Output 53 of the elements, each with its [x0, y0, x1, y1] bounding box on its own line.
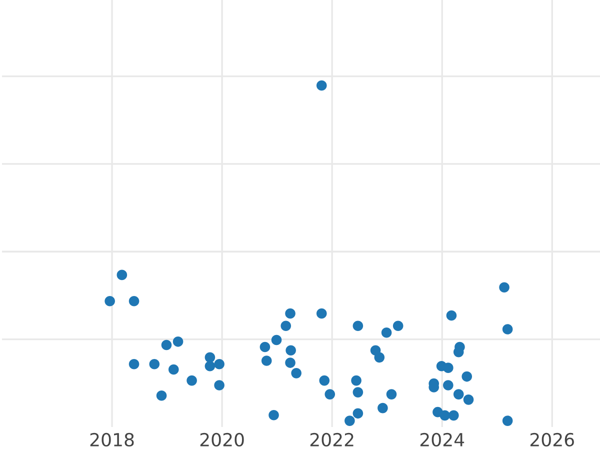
point [261, 356, 272, 366]
point [344, 416, 355, 426]
point [285, 308, 296, 319]
point [291, 368, 302, 378]
point [446, 310, 457, 321]
point [128, 358, 140, 370]
point [168, 364, 179, 375]
point [271, 334, 282, 346]
point [285, 358, 296, 368]
point [502, 416, 513, 426]
point [214, 358, 224, 370]
point [149, 358, 160, 370]
point [260, 342, 270, 352]
point [462, 371, 472, 382]
point [448, 410, 459, 421]
x-tick-label: 2018 [90, 432, 134, 447]
point [443, 362, 454, 373]
point [204, 352, 216, 363]
point [214, 380, 224, 390]
point [316, 308, 327, 319]
point [374, 352, 385, 363]
point [378, 402, 388, 414]
point [286, 345, 296, 356]
point [499, 282, 510, 292]
point [352, 408, 364, 419]
x-tick-label: 2020 [200, 432, 244, 447]
point [280, 320, 292, 332]
point [352, 320, 364, 332]
point [116, 270, 128, 280]
point [161, 340, 172, 350]
point [156, 390, 167, 401]
point [443, 380, 454, 390]
point [386, 389, 397, 400]
point [324, 389, 336, 400]
point [351, 375, 362, 386]
point [104, 296, 115, 306]
point [316, 80, 327, 91]
point [319, 375, 330, 386]
point [128, 296, 140, 306]
x-tick-label: 2022 [310, 432, 354, 447]
point [268, 410, 279, 420]
point [204, 360, 216, 372]
x-tick-label: 2026 [530, 432, 574, 447]
point [381, 327, 392, 338]
point [186, 375, 197, 386]
point [440, 410, 450, 421]
point [502, 324, 513, 334]
point [463, 394, 474, 405]
point [392, 320, 404, 332]
point [172, 336, 184, 347]
x-tick-label: 2024 [420, 432, 464, 447]
point [352, 387, 364, 398]
point [453, 389, 464, 400]
